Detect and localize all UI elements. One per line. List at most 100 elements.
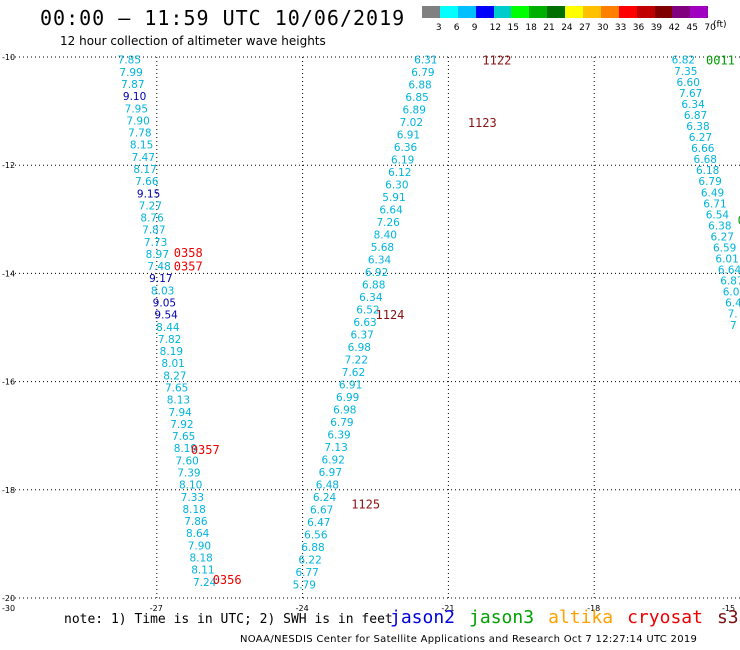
wave-height-label: 7.22 [345, 355, 368, 367]
pass-time-label: 1122 [482, 54, 511, 68]
legend-color [439, 6, 458, 18]
wave-height-label: 6.64 [379, 205, 403, 217]
legend-swatch [493, 6, 512, 18]
wave-height-label: 7. [728, 309, 738, 321]
wave-height-label: 6.31 [414, 55, 437, 67]
satellite-jason3: jason3 [469, 607, 535, 628]
legend-color [672, 6, 691, 18]
pass-time-label: 0358 [174, 246, 203, 260]
legend-swatch [511, 6, 530, 18]
wave-height-label: 6.27 [689, 132, 712, 144]
wave-height-label: 9.54 [154, 310, 178, 322]
wave-height-label: 6.01 [715, 254, 738, 266]
wave-height-label: 6.56 [304, 529, 328, 541]
legend-color [565, 6, 584, 18]
wave-height-label: 8.44 [156, 322, 180, 334]
wave-height-label: 8.17 [133, 164, 156, 176]
color-scale-legend: 3 6 9 12 15 18 21 24 27 30 33 36 39 42 45 70 [422, 6, 727, 33]
wave-height-label: 8.01 [161, 358, 184, 370]
pass-time-label: 0356 [213, 573, 242, 587]
wave-height-label: 6.79 [330, 417, 353, 429]
wave-height-label: 7.65 [165, 383, 188, 395]
wave-height-label: 6.92 [322, 455, 345, 467]
legend-label: 15 [507, 23, 519, 33]
legend-swatch [618, 6, 637, 18]
wave-height-label: 6.38 [708, 220, 731, 232]
legend-label: 70 [704, 23, 716, 33]
legend-color [511, 6, 530, 18]
wave-height-label: 8.19 [174, 443, 197, 455]
wave-height-label: 6.49 [701, 187, 724, 199]
wave-height-label: 6.98 [333, 405, 356, 417]
wave-height-label: 5.91 [382, 192, 405, 204]
wave-height-label: 6.48 [316, 480, 339, 492]
wave-height-label: 8.27 [163, 370, 186, 382]
wave-height-label: 7.39 [177, 468, 200, 480]
wave-height-label: 8.19 [160, 346, 183, 358]
wave-height-label: 7.85 [118, 55, 141, 67]
wave-height-label: 6.67 [310, 505, 333, 517]
wave-height-label: 6.19 [391, 155, 414, 167]
pass-time-label: 0 [738, 213, 740, 227]
legend-label: 27 [579, 23, 591, 33]
legend-label: 18 [525, 23, 537, 33]
wave-height-label: 6.66 [691, 143, 715, 155]
wave-height-label: 7.87 [121, 79, 144, 91]
legend-swatch [583, 6, 601, 18]
page-title: 00:00 – 11:59 UTC 10/06/2019 [40, 6, 406, 30]
wave-height-label: 7.94 [168, 407, 192, 419]
wave-height-label: 7 [730, 320, 737, 332]
wave-height-label: 6.63 [353, 317, 376, 329]
legend-label: 12 [489, 23, 502, 33]
wave-height-label: 7.35 [674, 66, 697, 78]
y-tick-label: -10 [2, 53, 15, 62]
footer-credit: NOAA/NESDIS Center for Satellite Applica… [240, 634, 698, 645]
wave-height-label: 7.99 [119, 67, 142, 79]
wave-height-label: 6.39 [327, 430, 350, 442]
legend-swatch [636, 6, 655, 18]
pass-time-label: 0357 [191, 443, 220, 457]
legend-color [583, 6, 601, 18]
wave-height-label: 5.68 [371, 242, 394, 254]
wave-height-label: 8.11 [191, 565, 214, 577]
wave-height-label: 6.85 [405, 92, 428, 104]
legend-color [529, 6, 548, 18]
wave-height-label: 7.95 [125, 103, 148, 115]
legend-color [636, 6, 655, 18]
wave-height-label: 6.54 [706, 209, 730, 221]
wave-height-label: 7.60 [175, 455, 198, 467]
wave-height-label: 6.37 [350, 330, 373, 342]
wave-height-label: 7.33 [181, 492, 204, 504]
legend-swatch [439, 6, 458, 18]
y-tick-label: -12 [2, 161, 15, 170]
wave-height-label: 8.18 [182, 504, 205, 516]
wave-height-label: 7.67 [679, 88, 702, 100]
page-subtitle: 12 hour collection of altimeter wave hei… [60, 34, 326, 48]
wave-height-label: 7.13 [324, 442, 347, 454]
legend-unit: (ft) [713, 20, 727, 30]
legend-color [475, 6, 494, 18]
satellite-cryosat: cryosat [627, 607, 703, 628]
legend-color [547, 6, 566, 18]
x-tick-label: -27 [150, 604, 163, 613]
wave-height-label: 6.59 [713, 242, 736, 254]
wave-height-label: 9.15 [137, 188, 160, 200]
wave-height-label: 7.65 [172, 431, 195, 443]
wave-height-label: 7.86 [184, 516, 208, 528]
legend-label: 21 [543, 23, 555, 33]
wave-height-label: 6.91 [339, 380, 362, 392]
wave-height-label: 6.60 [677, 77, 700, 89]
legend-swatch [654, 6, 673, 18]
wave-height-label: 6.98 [348, 342, 371, 354]
legend-color [600, 6, 619, 18]
wave-height-label: 8.97 [146, 249, 169, 261]
legend-label: 9 [471, 23, 478, 33]
y-tick-label: -14 [2, 269, 15, 278]
wave-height-label: 7.78 [128, 128, 151, 140]
wave-height-label: 7.92 [170, 419, 193, 431]
wave-height-label: 6.88 [362, 280, 385, 292]
wave-height-label: 6.99 [336, 392, 359, 404]
legend-color [422, 6, 440, 18]
legend-swatch [547, 6, 566, 18]
wave-height-label: 6.07 [723, 287, 740, 299]
